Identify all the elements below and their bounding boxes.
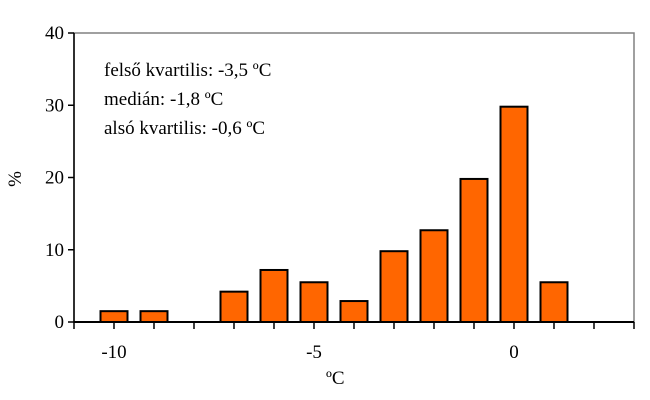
bar — [539, 281, 569, 324]
x-tick-label: 0 — [509, 342, 519, 363]
y-tick-label: 30 — [45, 95, 64, 116]
bar — [419, 229, 449, 323]
x-tick-label: -10 — [101, 342, 126, 363]
bar — [299, 281, 329, 324]
y-tick-label: 10 — [45, 240, 64, 261]
annotation-median: medián: -1,8 ºC — [104, 89, 224, 110]
bar — [339, 300, 369, 323]
annotation-lower-quartile: alsó kvartilis: -0,6 ºC — [104, 118, 266, 139]
bar — [499, 105, 529, 323]
y-tick-label: 0 — [55, 312, 65, 333]
bar — [379, 250, 409, 324]
bar — [219, 290, 249, 323]
bar — [459, 177, 489, 323]
y-axis-label: % — [4, 171, 26, 187]
y-tick-label: 40 — [45, 23, 64, 44]
annotation-upper-quartile: felső kvartilis: -3,5 ºC — [104, 60, 272, 81]
x-axis-label: ºC — [326, 368, 345, 389]
y-tick-label: 20 — [45, 168, 64, 189]
x-tick-label: -5 — [306, 342, 322, 363]
bar — [139, 310, 169, 324]
bar — [259, 268, 289, 324]
bar — [99, 310, 129, 324]
